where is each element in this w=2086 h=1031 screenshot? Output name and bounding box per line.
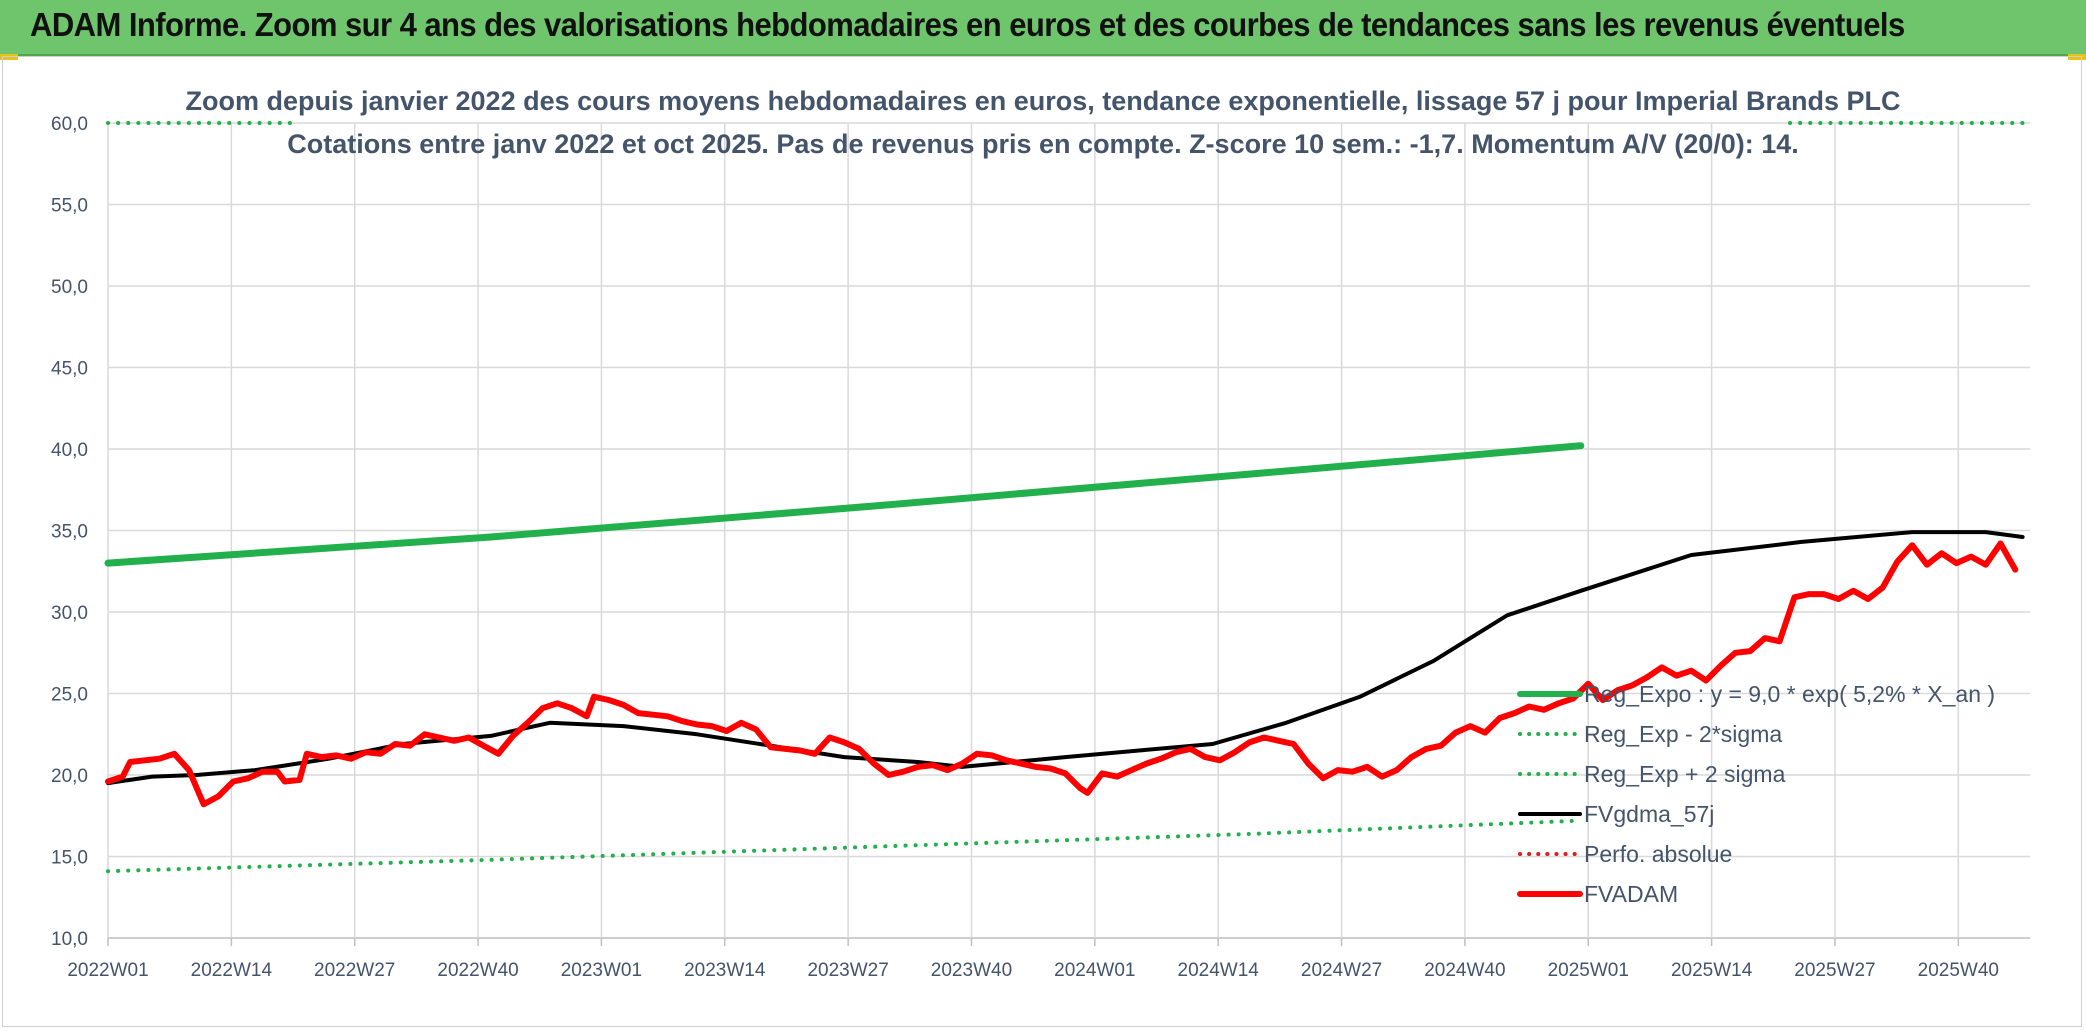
x-tick-label: 2025W01 [1548, 960, 1629, 981]
y-tick-label: 35,0 [51, 522, 88, 543]
y-tick-label: 50,0 [51, 277, 88, 298]
y-tick-label: 15,0 [51, 848, 88, 869]
x-axis-ticks: 2022W01 2022W14 2022W27 2022W40 2023W01 2023W… [67, 960, 1999, 981]
legend-label: Perfo. absolue [1584, 841, 1732, 867]
series-line-fvadam [105, 540, 2019, 808]
legend-label: Reg_Exp - 2*sigma [1584, 721, 1782, 747]
x-tick-label: 2023W01 [561, 960, 642, 981]
series-line-reg-expo-y-9-0-exp-5-2-x-an [104, 442, 1585, 567]
y-tick-label: 10,0 [51, 929, 88, 950]
series-line-reg-exp-2-sigma [106, 818, 1583, 874]
x-tick-label: 2022W27 [314, 960, 395, 981]
x-tick-label: 2023W27 [807, 960, 888, 981]
legend-label: FVADAM [1584, 881, 1678, 907]
x-tick-label: 2025W40 [1918, 960, 1999, 981]
y-tick-label: 40,0 [51, 440, 88, 461]
x-tick-label: 2023W40 [931, 960, 1012, 981]
chart-subtitle: Cotations entre janv 2022 et oct 2025. P… [287, 129, 1799, 159]
x-tick-label: 2022W40 [437, 960, 518, 981]
chart-title: Zoom depuis janvier 2022 des cours moyen… [185, 86, 1900, 116]
y-tick-label: 25,0 [51, 685, 88, 706]
header-banner: ADAM Informe. Zoom sur 4 ans des valoris… [0, 0, 2086, 56]
y-tick-label: 30,0 [51, 603, 88, 624]
x-tick-label: 2024W27 [1301, 960, 1382, 981]
y-tick-label: 60,0 [51, 114, 88, 135]
y-tick-label: 55,0 [51, 196, 88, 217]
x-tick-label: 2023W14 [684, 960, 766, 981]
chart-grid [107, 122, 2030, 946]
chart-frame [2, 56, 2082, 1027]
legend-label: Reg_Exp + 2 sigma [1584, 761, 1786, 787]
x-tick-label: 2022W14 [191, 960, 273, 981]
series-line-fvgdma-57j [106, 530, 2025, 786]
x-tick-label: 2022W01 [67, 960, 148, 981]
legend-label: Reg_Expo : y = 9,0 * exp( 5,2% * X_an ) [1584, 681, 1995, 707]
x-tick-label: 2024W14 [1178, 960, 1260, 981]
y-tick-label: 45,0 [51, 359, 88, 380]
y-axis-ticks: 10,0 15,0 20,0 25,0 30,0 35,0 40,0 45,0 50,0 55,0… [51, 114, 88, 950]
legend-label: FVgdma_57j [1584, 801, 1714, 827]
x-tick-label: 2024W01 [1054, 960, 1135, 981]
corner-accent-left [0, 54, 18, 60]
x-tick-label: 2025W14 [1671, 960, 1753, 981]
x-tick-label: 2025W27 [1794, 960, 1875, 981]
banner-title: ADAM Informe. Zoom sur 4 ans des valoris… [30, 6, 1905, 43]
corner-accent-right [2068, 54, 2086, 60]
x-tick-label: 2024W40 [1424, 960, 1505, 981]
chart-legend: Reg_Expo : y = 9,0 * exp( 5,2% * X_an ) R… [1517, 681, 1995, 907]
chart-series [104, 121, 2032, 874]
y-tick-label: 20,0 [51, 766, 88, 787]
